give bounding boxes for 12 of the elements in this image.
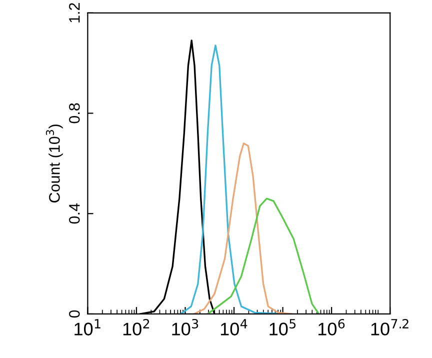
x-tick-label: 10$^{2}$ [123, 318, 150, 336]
x-tick-label: 10$^{3}$ [172, 318, 198, 336]
x-tick-label: 10$^{1}$ [74, 319, 100, 336]
x-tick-label: 10$^{7.2}$ [371, 318, 408, 336]
y-tick-label: 0.4 [68, 203, 80, 224]
y-tick-label: 0 [68, 310, 80, 318]
y-tick-label: 1.2 [68, 3, 80, 22]
x-tick-label: 10$^{4}$ [220, 319, 248, 336]
x-tick-label: 10$^{6}$ [318, 318, 345, 336]
y-tick-label: 0.8 [68, 103, 80, 124]
x-tick-label: 10$^{5}$ [270, 319, 296, 336]
y-axis-title: Count (10$^{3}$) [46, 124, 63, 202]
